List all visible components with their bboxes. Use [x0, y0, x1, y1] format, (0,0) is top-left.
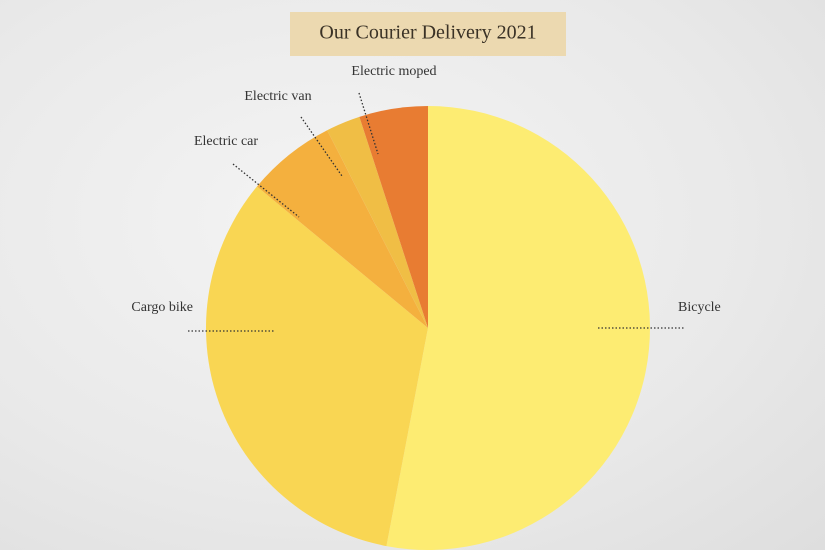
slice-label: Bicycle	[678, 300, 721, 315]
slice-label: Cargo bike	[131, 300, 193, 315]
leader-line	[358, 92, 379, 155]
slice-label: Electric van	[244, 89, 311, 104]
pie-slice	[256, 130, 428, 328]
slice-label: Electric car	[194, 134, 258, 149]
pie-slice	[359, 106, 428, 328]
leader-line	[232, 163, 300, 218]
title-box	[290, 12, 566, 56]
pie-slice	[386, 106, 651, 550]
pie-slice	[205, 186, 428, 547]
chart-title: Our Courier Delivery 2021	[319, 22, 536, 44]
leader-line	[300, 116, 343, 177]
slice-label: Electric moped	[351, 64, 436, 79]
pie-slice	[327, 116, 428, 329]
